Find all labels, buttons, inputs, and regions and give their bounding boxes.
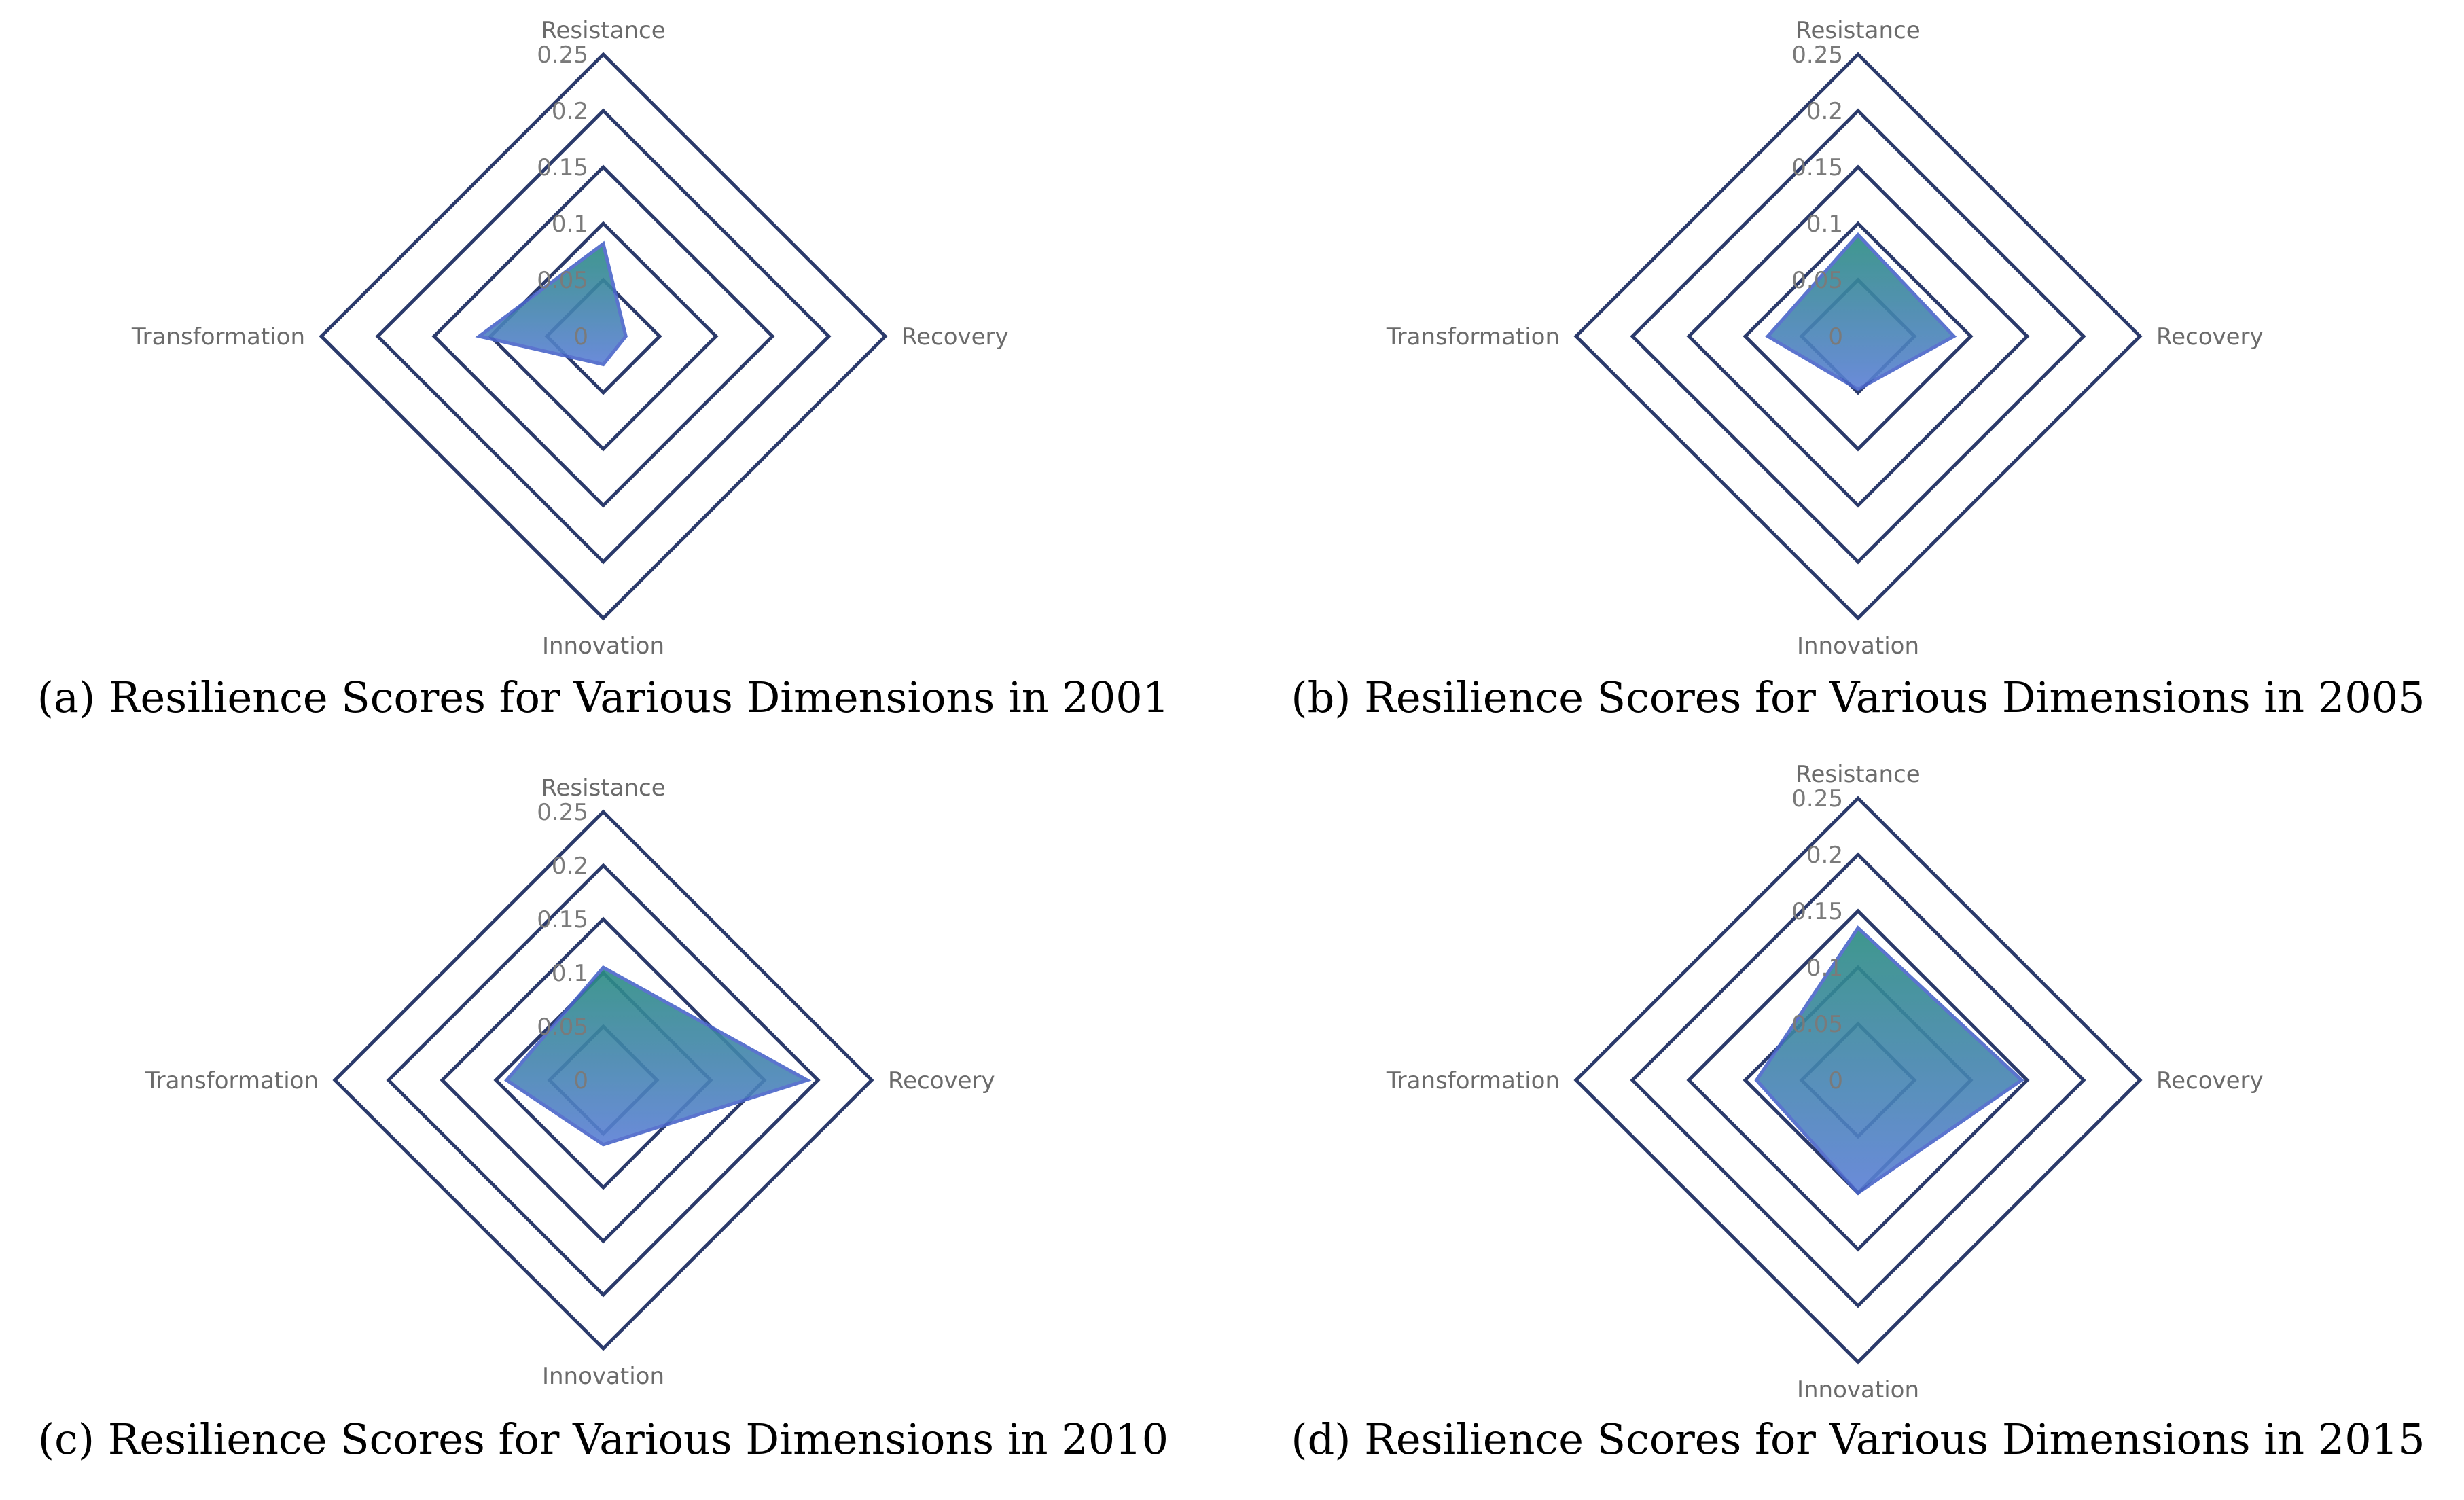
axis-label-transformation: Transformation	[1386, 1067, 1560, 1094]
tick-label: 0	[573, 323, 588, 351]
tick-label: 0.1	[552, 960, 588, 987]
grid-ring-3	[431, 164, 775, 508]
tick-label: 0.25	[537, 799, 588, 826]
grid-ring-5	[332, 809, 874, 1351]
axis-label-recovery: Recovery	[888, 1067, 995, 1094]
grid-ring-3	[1686, 164, 2030, 508]
axis-label-innovation: Innovation	[1797, 632, 1919, 660]
tick-label: 0.1	[552, 211, 588, 238]
tick-label: 0.1	[1806, 211, 1843, 238]
chart-caption: (b) Resilience Scores for Various Dimens…	[1291, 673, 2425, 722]
tick-label: 0.15	[1791, 154, 1843, 181]
grid-ring-4	[375, 108, 832, 565]
axis-label-resistance: Resistance	[541, 774, 665, 802]
tick-label: 0.05	[1791, 267, 1843, 294]
grid-ring-4	[386, 863, 821, 1298]
chart-caption: (d) Resilience Scores for Various Dimens…	[1291, 1414, 2425, 1464]
tick-label: 0.1	[1806, 954, 1843, 982]
axis-label-recovery: Recovery	[901, 323, 1009, 351]
tick-label: 0	[1828, 323, 1843, 351]
tick-label: 0	[573, 1067, 588, 1094]
series-area	[504, 965, 812, 1147]
axis-label-recovery: Recovery	[2156, 323, 2264, 351]
grid-ring-2	[1743, 221, 1974, 452]
axis-label-recovery: Recovery	[2156, 1067, 2264, 1094]
grid-ring-4	[1630, 852, 2086, 1308]
grid-ring-5	[319, 52, 888, 621]
axis-label-innovation: Innovation	[542, 1363, 664, 1390]
tick-label: 0.25	[1791, 41, 1843, 69]
tick-label: 0.05	[1791, 1011, 1843, 1038]
axis-label-innovation: Innovation	[1797, 1376, 1919, 1404]
tick-label: 0.05	[537, 267, 588, 294]
tick-label: 0.2	[552, 98, 588, 125]
axis-label-resistance: Resistance	[1796, 17, 1920, 44]
series-area	[475, 240, 628, 367]
axis-label-resistance: Resistance	[1796, 761, 1920, 788]
tick-label: 0.2	[1806, 842, 1843, 869]
tick-label: 0	[1828, 1067, 1843, 1094]
grid-ring-3	[1686, 908, 2030, 1252]
tick-label: 0.05	[537, 1014, 588, 1041]
tick-label: 0.2	[1806, 98, 1843, 125]
grid-ring-5	[1573, 52, 2143, 621]
grid-ring-5	[1573, 796, 2143, 1365]
chart-caption: (a) Resilience Scores for Various Dimens…	[37, 673, 1169, 722]
tick-label: 0.2	[552, 853, 588, 880]
axis-label-transformation: Transformation	[145, 1067, 319, 1094]
tick-label: 0.15	[537, 154, 588, 181]
axis-label-transformation: Transformation	[1386, 323, 1560, 351]
tick-label: 0.25	[1791, 785, 1843, 812]
grid-ring-4	[1630, 108, 2086, 565]
tick-label: 0.25	[537, 41, 588, 69]
axis-label-resistance: Resistance	[541, 17, 665, 44]
tick-label: 0.15	[1791, 898, 1843, 925]
series-area	[1754, 925, 2024, 1196]
tick-label: 0.15	[537, 906, 588, 933]
series-area	[1765, 232, 1957, 391]
axis-label-innovation: Innovation	[542, 632, 664, 660]
axis-label-transformation: Transformation	[131, 323, 305, 351]
chart-caption: (c) Resilience Scores for Various Dimens…	[38, 1414, 1168, 1464]
